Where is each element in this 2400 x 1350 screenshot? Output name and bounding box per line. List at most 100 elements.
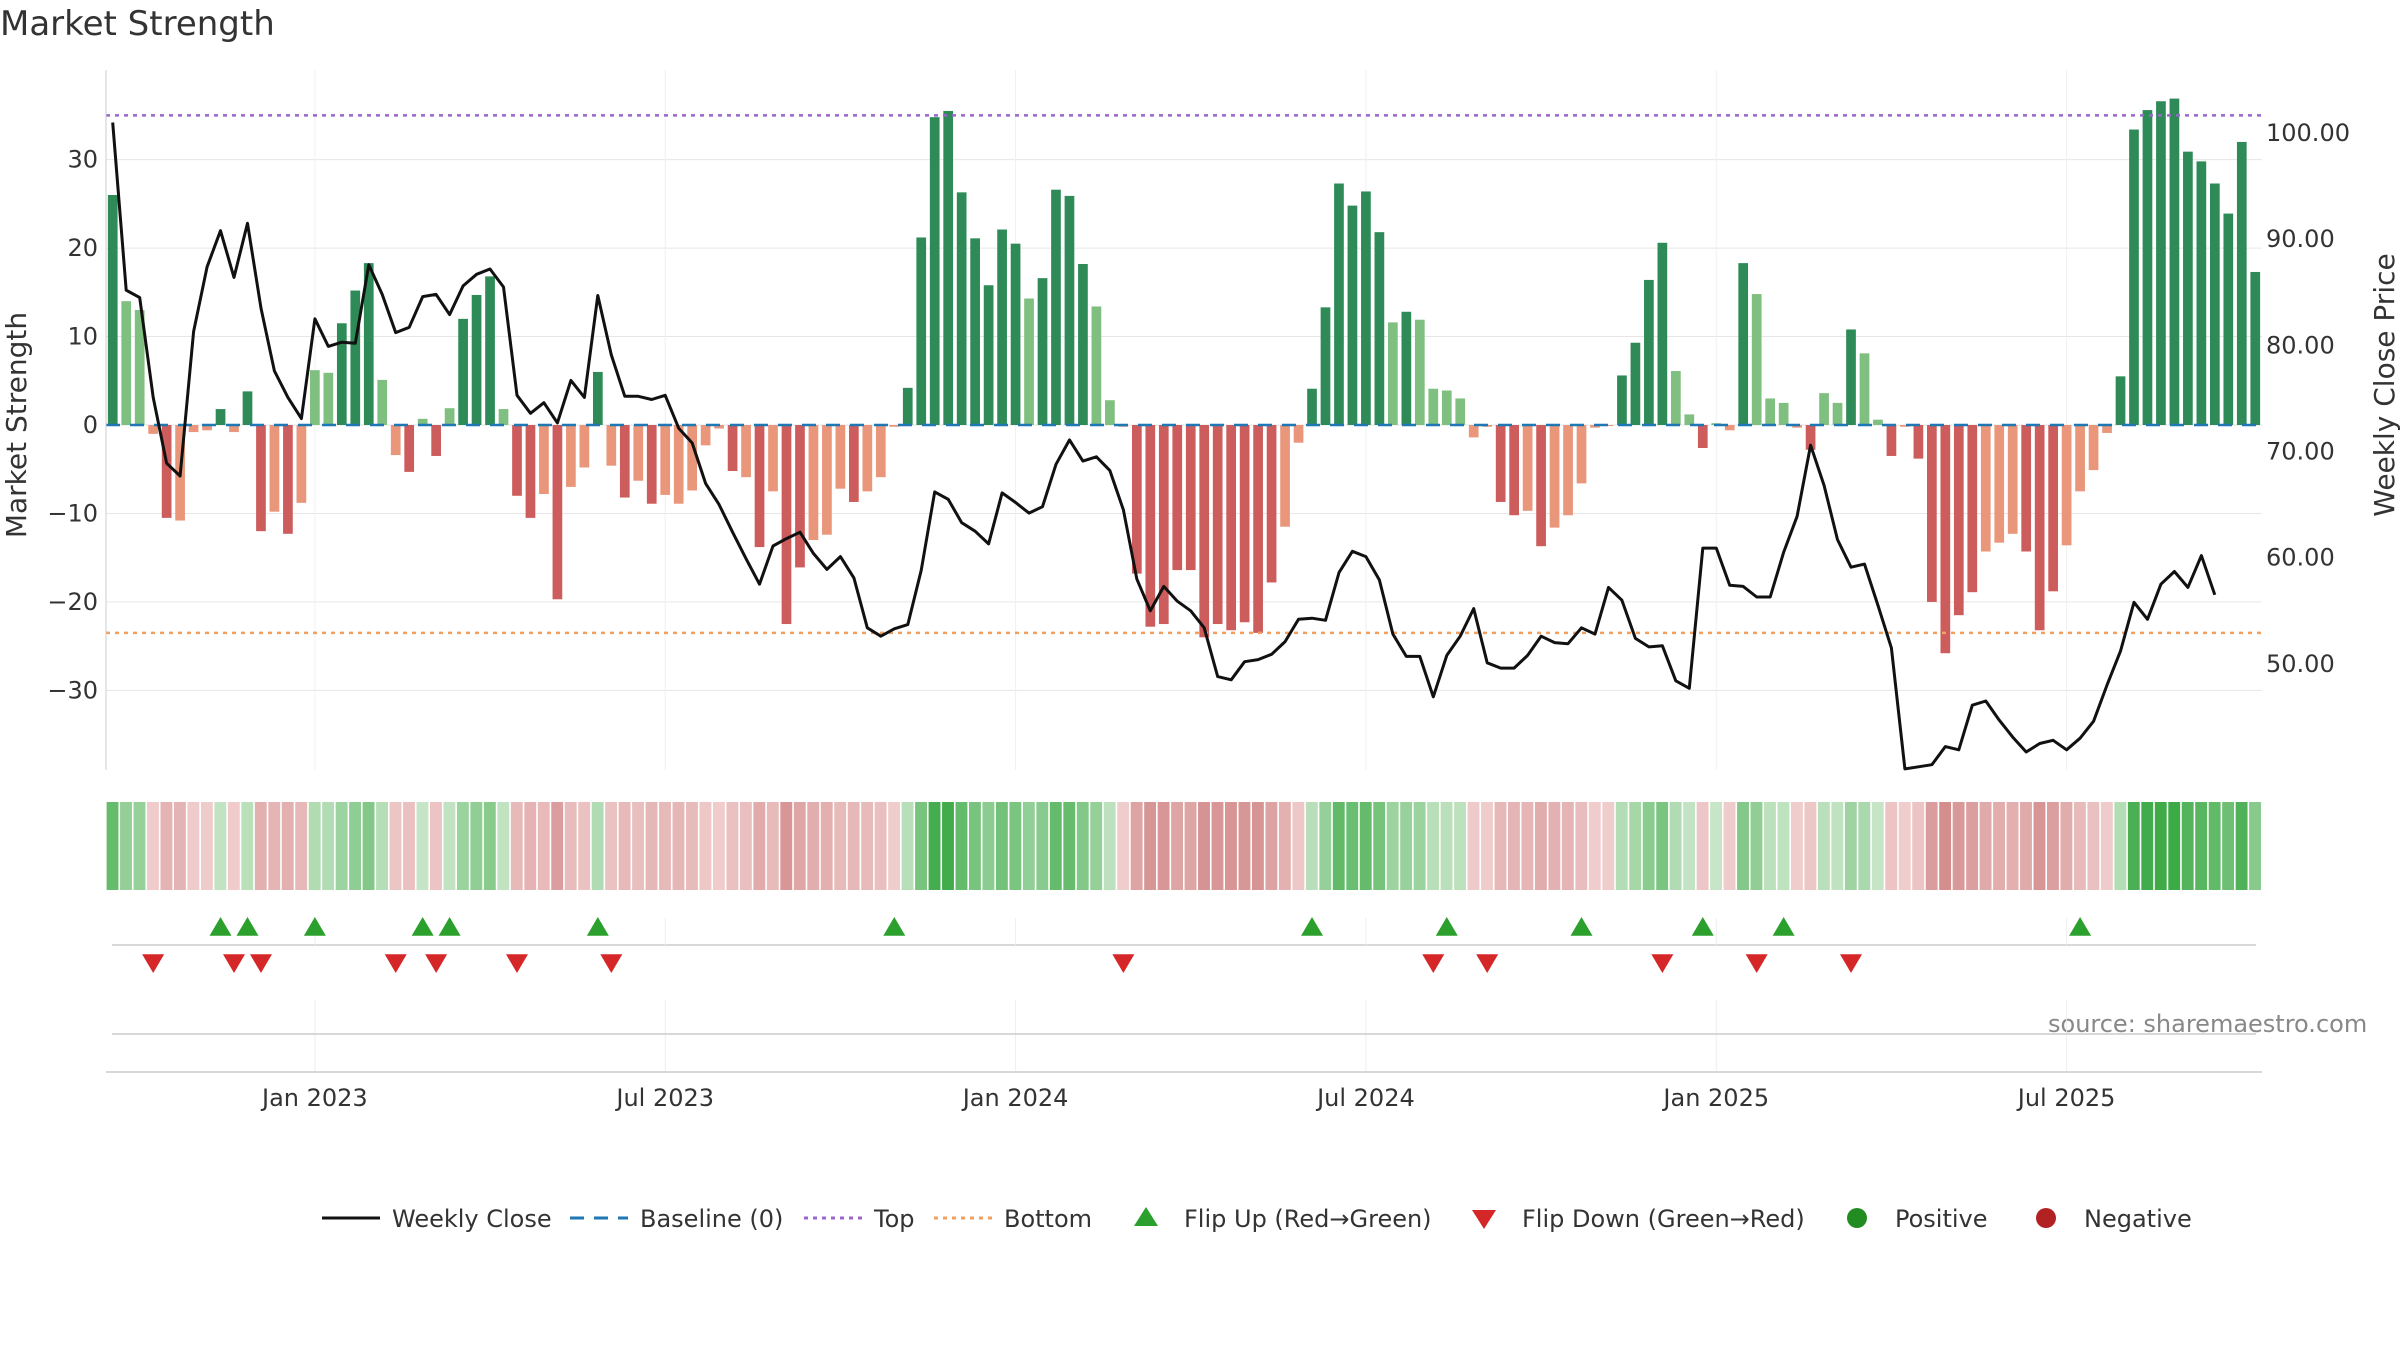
bar-negative	[566, 425, 576, 487]
strip-cell	[497, 802, 510, 890]
bar-positive	[1630, 342, 1641, 425]
bar-negative	[1940, 425, 1951, 654]
flip-up-marker	[586, 917, 609, 936]
strip-cell	[1952, 802, 1965, 890]
flip-down-marker	[1651, 954, 1674, 973]
y2-tick-label: 90.00	[2266, 225, 2335, 253]
bar-positive	[1670, 371, 1681, 425]
strip-cell	[1912, 802, 1925, 890]
bar-negative	[822, 425, 832, 535]
strip-cell	[214, 802, 227, 890]
strip-cell	[268, 802, 281, 890]
strip-cell	[1710, 802, 1722, 890]
bar-positive	[1859, 353, 1870, 425]
flip-up-marker	[1435, 917, 1458, 936]
bar-negative	[1913, 425, 1924, 459]
bar-negative	[727, 425, 738, 471]
strip-cell	[942, 802, 954, 890]
strip-cell	[443, 802, 456, 890]
bar-positive	[1644, 279, 1654, 425]
bar-negative	[2007, 425, 2018, 534]
bar-negative	[1522, 425, 1533, 511]
bar-negative	[579, 425, 590, 468]
strip-cell	[1750, 802, 1763, 890]
strip-cell	[888, 802, 901, 890]
strip-cell	[1130, 802, 1143, 890]
y-tick-label: 30	[67, 146, 98, 174]
legend-swatch-dot	[1847, 1208, 1867, 1228]
bar-negative	[202, 425, 212, 431]
bar-negative	[700, 425, 711, 446]
strip-cell	[1373, 802, 1386, 890]
strip-cell	[1009, 802, 1022, 890]
strip-cell	[955, 802, 968, 890]
bar-negative	[619, 425, 630, 498]
bar-negative	[1603, 425, 1614, 426]
bar-negative	[552, 425, 563, 600]
strip-cell	[1723, 802, 1736, 890]
strip-cell	[1144, 802, 1157, 890]
bar-positive	[1334, 183, 1344, 425]
bar-positive	[1819, 393, 1829, 425]
flip-down-marker	[1422, 954, 1445, 973]
x-tick-label: Jul 2024	[1315, 1084, 1415, 1112]
bar-negative	[2021, 425, 2032, 552]
strip-cell	[2127, 802, 2140, 890]
bar-negative	[849, 425, 859, 502]
strip-cell	[1157, 802, 1170, 890]
bar-positive	[1037, 278, 1048, 425]
bar-negative	[229, 425, 239, 433]
strip-cell	[1440, 802, 1453, 890]
strip-cell	[1508, 802, 1520, 890]
strip-cell	[1413, 802, 1426, 890]
strip-cell	[1103, 802, 1116, 890]
strip-cell	[1939, 802, 1952, 890]
bar-positive	[1414, 319, 1425, 425]
legend-swatch-flip-up	[1134, 1207, 1158, 1226]
grid-layer	[106, 70, 2262, 770]
strip-cell	[2235, 802, 2248, 890]
flip-down-marker	[425, 954, 448, 973]
bar-positive	[485, 276, 495, 425]
bar-negative	[1576, 425, 1587, 484]
bar-positive	[902, 387, 913, 425]
y-tick-label: −20	[47, 588, 98, 616]
strip-cell	[510, 802, 523, 890]
bar-negative	[673, 425, 684, 504]
bar-positive	[350, 290, 361, 425]
bar-positive	[1846, 329, 1856, 425]
y2-tick-label: 70.00	[2266, 438, 2335, 466]
legend-label: Negative	[2084, 1205, 2192, 1233]
bar-negative	[862, 425, 873, 492]
bar-negative	[404, 425, 415, 472]
flip-down-marker	[505, 954, 528, 973]
bar-positive	[310, 370, 320, 425]
strip-cell	[820, 802, 833, 890]
bar-negative	[835, 425, 846, 489]
bar-negative	[1590, 425, 1600, 428]
flip-up-marker	[2069, 917, 2092, 936]
strip-cell	[1615, 802, 1628, 890]
strip-cell	[1817, 802, 1830, 890]
bar-positive	[2142, 110, 2153, 426]
strip-cell	[1211, 802, 1224, 890]
strip-cell	[2047, 802, 2059, 890]
strip-cell	[915, 802, 927, 890]
strip-cell	[1171, 802, 1183, 890]
bar-positive	[1441, 390, 1452, 425]
bar-negative	[539, 425, 549, 494]
strip-cell	[106, 802, 119, 890]
strip-cell	[133, 802, 146, 890]
strip-cell	[578, 802, 591, 890]
x-tick-label: Jan 2024	[961, 1084, 1069, 1112]
bar-negative	[1697, 425, 1708, 448]
strip-cell	[470, 802, 483, 890]
bar-positive	[1374, 232, 1385, 425]
bar-negative	[768, 425, 778, 492]
bar-negative	[1967, 425, 1978, 593]
flip-down-marker	[249, 954, 272, 973]
bar-negative	[633, 425, 644, 481]
bar-negative	[1131, 425, 1142, 574]
strip-cell	[1871, 802, 1884, 890]
bar-positive	[997, 229, 1007, 425]
